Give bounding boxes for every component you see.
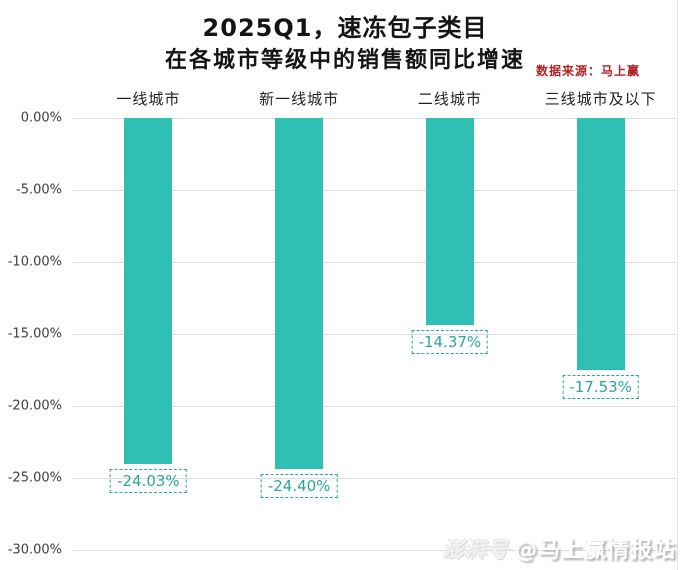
bar	[425, 118, 474, 325]
y-axis-tick-label: -30.00%	[7, 542, 62, 558]
value-axis: 0.00% -5.00% -10.00% -15.00% -20.00% -25.00% -…	[0, 111, 64, 558]
watermark: 澎湃号 @马上赢情报站	[443, 532, 676, 564]
gridline	[73, 334, 676, 335]
y-axis-tick-label: -10.00%	[7, 254, 62, 270]
category-label: 新一线城市	[259, 90, 340, 108]
plot-area: -24.03% -24.40% -14.37% -17.53%	[73, 118, 676, 551]
category-label: 三线城市及以下	[544, 90, 657, 108]
bar-value-label: -24.40%	[260, 474, 338, 499]
gridline	[73, 189, 676, 191]
y-axis-tick-label: -5.00%	[16, 182, 62, 198]
watermark-account: @马上赢情报站	[514, 538, 676, 563]
gridline	[73, 405, 676, 407]
gridline	[73, 118, 676, 119]
bar	[124, 118, 173, 465]
right-border-line	[677, 0, 678, 570]
category-label: 二线城市	[417, 90, 482, 108]
bar-value-label: -17.53%	[562, 375, 639, 400]
y-axis-tick-label: -20.00%	[7, 398, 62, 414]
bar-value-label: -24.03%	[110, 469, 187, 494]
chart-title-line2: 在各城市等级中的销售额同比增速	[164, 48, 525, 73]
category-label: 一线城市	[116, 90, 181, 108]
data-source-note: 数据来源：马上赢	[535, 64, 640, 78]
gridline	[73, 550, 676, 551]
gridline	[73, 261, 676, 263]
bar	[576, 118, 625, 371]
chart-title-line1: 2025Q1，速冻包子类目	[202, 14, 488, 42]
y-axis-tick-label: 0.00%	[20, 110, 62, 126]
y-axis-tick-label: -25.00%	[7, 470, 62, 486]
watermark-platform-logo: 澎湃号	[442, 538, 509, 562]
bar	[275, 118, 324, 470]
y-axis-tick-label: -15.00%	[7, 326, 62, 342]
bar-value-label: -14.37%	[411, 329, 489, 354]
gridline	[73, 478, 676, 479]
category-axis: 一线城市 新一线城市 二线城市 三线城市及以下	[73, 88, 676, 110]
